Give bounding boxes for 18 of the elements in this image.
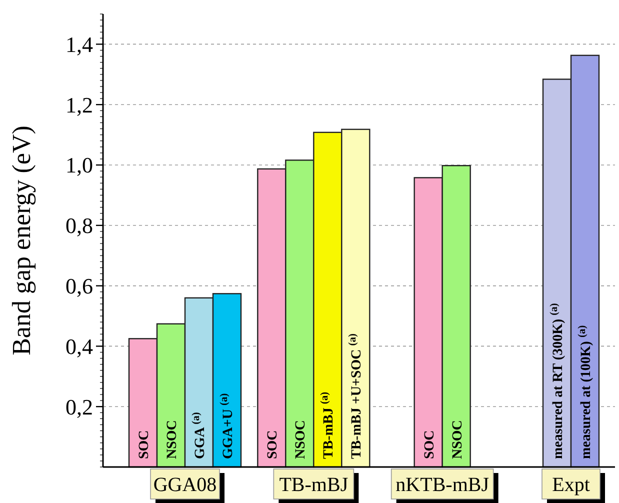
y-axis-title: Band gap energy (eV): [7, 126, 36, 356]
y-tick-label: 1,2: [66, 92, 93, 118]
x-tick-label: nKTB-mBJ: [396, 474, 490, 496]
x-tick-label: GGA08: [153, 474, 217, 496]
series-label: SOC: [137, 430, 152, 459]
x-tick-label: Expt: [552, 474, 590, 496]
text: SOC: [422, 430, 438, 459]
text: SOC: [266, 430, 281, 459]
x-tick-label: TB-mBJ: [279, 474, 348, 496]
y-tick-label: 1,4: [66, 32, 93, 57]
y-tick-label: 0,2: [66, 394, 93, 420]
y-tick-label: 0,6: [66, 274, 93, 298]
series-label: NSOC: [165, 420, 180, 459]
text: NSOC: [294, 420, 309, 459]
y-tick-label: 0,4: [66, 334, 93, 359]
y-tick-label: 1,0: [66, 152, 93, 178]
text: NSOC: [450, 420, 466, 459]
y-tick-label: 0,8: [66, 213, 93, 238]
